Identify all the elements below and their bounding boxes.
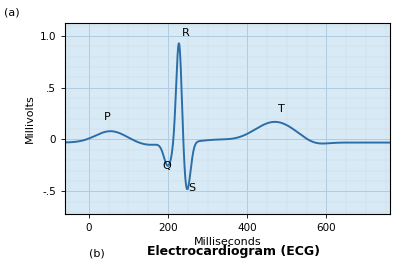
Text: P: P <box>103 112 110 122</box>
Text: T: T <box>277 104 284 114</box>
X-axis label: Milliseconds: Milliseconds <box>193 237 260 247</box>
Text: Q: Q <box>162 161 171 170</box>
Text: R: R <box>181 28 189 38</box>
Text: (b): (b) <box>89 248 105 258</box>
Text: Electrocardiogram (ECG): Electrocardiogram (ECG) <box>147 245 319 258</box>
Y-axis label: Millivolts: Millivolts <box>25 94 35 143</box>
Text: S: S <box>188 183 195 193</box>
Text: (a): (a) <box>4 8 19 18</box>
